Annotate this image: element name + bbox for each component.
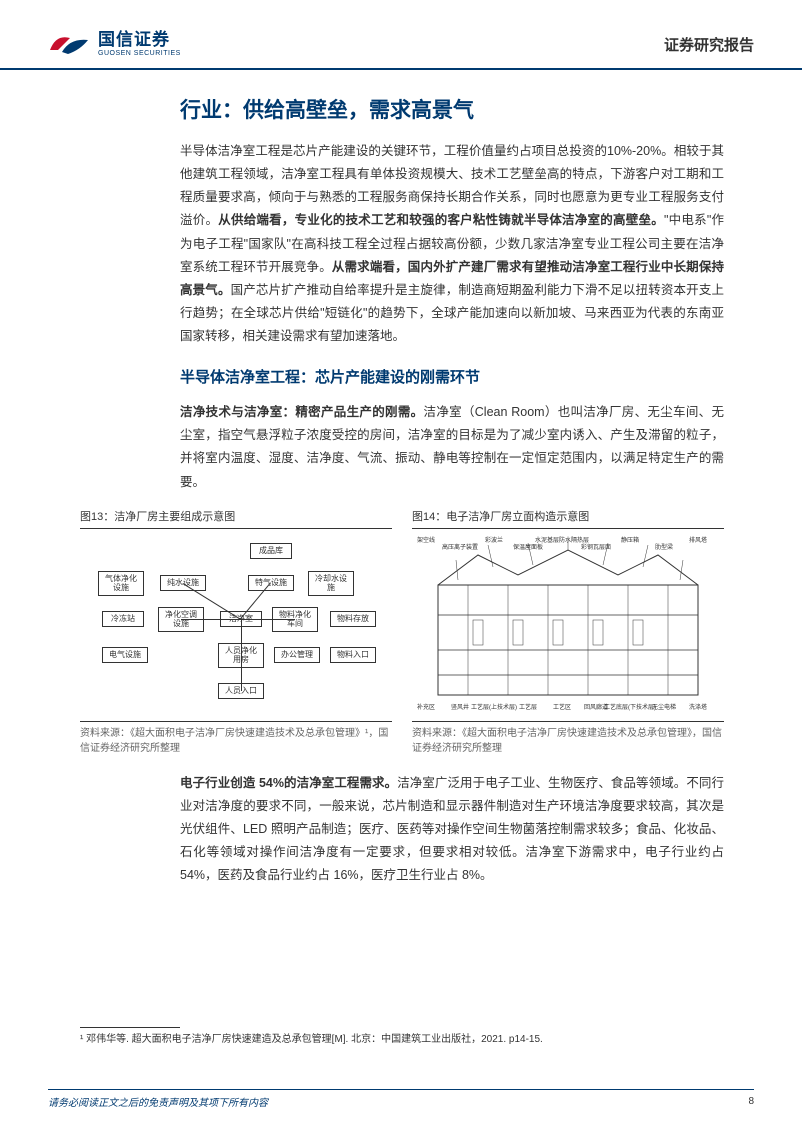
flow-node-chengpin: 成品库 (250, 543, 292, 559)
footer-disclaimer: 请务必阅读正文之后的免责声明及其项下所有内容 (48, 1094, 268, 1109)
figure-left-source: 资料来源：《超大面积电子洁净厂房快速建造技术及总承包管理》¹，国信证券经济研究所… (80, 721, 392, 756)
figure-right-caption: 图14：电子洁净厂房立面构造示意图 (412, 508, 724, 529)
logo-cn: 国信证券 (98, 31, 181, 50)
subsection-title: 半导体洁净室工程：芯片产能建设的刚需环节 (180, 366, 724, 387)
figure-left: 图13：洁净厂房主要组成示意图 成品库气体净化设施纯水设施特气设施冷却水设施冷冻… (80, 508, 392, 756)
flow-node-bangong: 办公管理 (274, 647, 320, 663)
section-title: 行业：供给高壁垒，需求高景气 (180, 94, 724, 124)
page-footer: 请务必阅读正文之后的免责声明及其项下所有内容 8 (48, 1089, 754, 1109)
logo-en: GUOSEN SECURITIES (98, 50, 181, 58)
footnote-area: ¹ 邓伟华等. 超大面积电子洁净厂房快速建造及总承包管理[M]. 北京：中国建筑… (80, 1027, 724, 1048)
footnote-rule (80, 1027, 180, 1028)
content-area: 行业：供给高壁垒，需求高景气 半导体洁净室工程是芯片产能建设的关键环节，工程价值… (0, 70, 802, 1048)
section-top-label: 排风塔 (689, 535, 707, 544)
figure-left-caption: 图13：洁净厂房主要组成示意图 (80, 508, 392, 529)
para2-bold: 洁净技术与洁净室：精密产品生产的刚需。 (180, 405, 424, 419)
page-header: 国信证券 GUOSEN SECURITIES 证券研究报告 (0, 0, 802, 70)
paragraph-1: 半导体洁净室工程是芯片产能建设的关键环节，工程价值量约占项目总投资的10%-20… (180, 140, 724, 348)
flow-node-cunfang: 物料存放 (330, 611, 376, 627)
section-bottom-label: 工艺层(上技术层) (471, 702, 517, 711)
figure-right-source: 资料来源：《超大面积电子洁净厂房快速建造技术及总承包管理》，国信证券经济研究所整… (412, 721, 724, 756)
figures-row: 图13：洁净厂房主要组成示意图 成品库气体净化设施纯水设施特气设施冷却水设施冷冻… (80, 508, 724, 756)
section-bottom-label: 工艺底层(下技术层) (604, 702, 656, 711)
section-top-label: 静压箱 (621, 535, 639, 544)
para1-post: 国产芯片扩产推动自给率提升是主旋律，制造商短期盈利能力下滑不足以扭转资本开支上行… (180, 283, 724, 343)
section-bottom-label: 无尘电梯 (652, 702, 676, 711)
section-top-label: 架空线 (417, 535, 435, 544)
para1-bold1: 从供给端看，专业化的技术工艺和较强的客户粘性铸就半导体洁净室的高壁垒。 (218, 213, 664, 227)
flow-edge (241, 619, 295, 620)
figure-right: 图14：电子洁净厂房立面构造示意图 (412, 508, 724, 756)
paragraph-2: 洁净技术与洁净室：精密产品生产的刚需。洁净室（Clean Room）也叫洁净厂房… (180, 401, 724, 494)
logo-icon (48, 28, 92, 60)
figure-left-box: 成品库气体净化设施纯水设施特气设施冷却水设施冷冻站净化空调设施洁净室物料净化车间… (80, 535, 392, 715)
section-bottom-label: 竖风井 (451, 702, 469, 711)
section-bottom-label: 工艺区 (553, 702, 571, 711)
footnote-text: ¹ 邓伟华等. 超大面积电子洁净厂房快速建造及总承包管理[M]. 北京：中国建筑… (80, 1032, 724, 1048)
flow-edge (241, 619, 242, 655)
logo-area: 国信证券 GUOSEN SECURITIES (48, 28, 181, 60)
header-report-type: 证券研究报告 (664, 34, 754, 55)
flow-node-lengdong: 冷冻站 (102, 611, 144, 627)
section-top-label: 高压离子装置 (442, 542, 478, 551)
footer-page-number: 8 (748, 1096, 754, 1107)
flow-node-wuliaork: 物料入口 (330, 647, 376, 663)
section-bottom-label: 补充区 (417, 702, 435, 711)
section-top-label: 肋型梁 (655, 542, 673, 551)
section-top-label: 彩波兰 (485, 535, 503, 544)
section-top-label: 彩钢瓦层面 (581, 542, 611, 551)
flowchart-diagram: 成品库气体净化设施纯水设施特气设施冷却水设施冷冻站净化空调设施洁净室物料净化车间… (80, 535, 392, 715)
flow-edge (241, 655, 242, 691)
flow-node-qiti: 气体净化设施 (98, 571, 144, 596)
section-diagram: 架空线高压离子装置彩波兰保温屋面板水泥基层防水隔热层彩钢瓦层面静压箱肋型梁排风塔… (412, 535, 724, 715)
section-bottom-label: 洗涤塔 (689, 702, 707, 711)
logo-text-block: 国信证券 GUOSEN SECURITIES (98, 31, 181, 57)
section-bottom-label: 工艺层 (519, 702, 537, 711)
para3-text: 洁净室广泛用于电子工业、生物医疗、食品等领域。不同行业对洁净度的要求不同，一般来… (180, 776, 724, 883)
flow-node-dianqi: 电气设施 (102, 647, 148, 663)
paragraph-3: 电子行业创造 54%的洁净室工程需求。洁净室广泛用于电子工业、生物医疗、食品等领… (180, 772, 724, 888)
flow-node-lengque: 冷却水设施 (308, 571, 354, 596)
para3-bold: 电子行业创造 54%的洁净室工程需求。 (180, 776, 397, 790)
flow-edge (181, 619, 241, 620)
figure-right-box: 架空线高压离子装置彩波兰保温屋面板水泥基层防水隔热层彩钢瓦层面静压箱肋型梁排风塔… (412, 535, 724, 715)
